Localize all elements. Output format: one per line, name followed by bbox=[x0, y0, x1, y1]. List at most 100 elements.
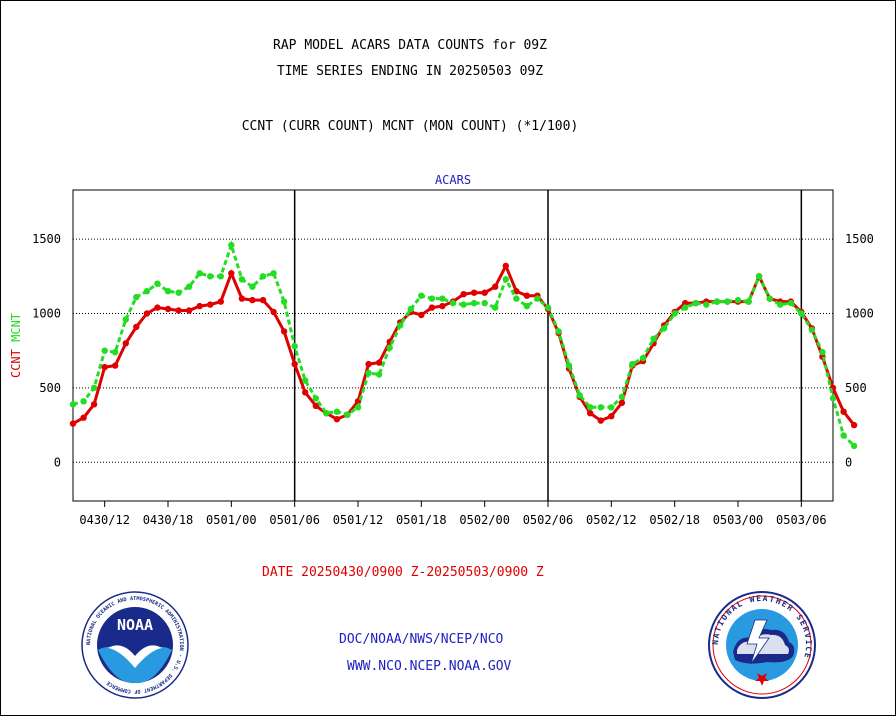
x-tick-label: 0501/12 bbox=[333, 513, 384, 527]
data-point-mcnt bbox=[259, 273, 267, 280]
x-tick-label: 0430/18 bbox=[143, 513, 194, 527]
y-tick-label-right: 1000 bbox=[845, 307, 874, 321]
x-tick-label: 0501/06 bbox=[269, 513, 320, 527]
data-point-mcnt bbox=[724, 298, 731, 305]
y-axis-label-mcnt: MCNT bbox=[9, 313, 23, 349]
data-point-mcnt bbox=[777, 301, 784, 308]
y-axis-label: CCNT MCNT bbox=[9, 313, 23, 378]
data-point-mcnt bbox=[671, 310, 678, 317]
data-point-ccnt bbox=[185, 307, 193, 314]
data-point-mcnt bbox=[713, 298, 721, 305]
data-point-mcnt bbox=[682, 304, 689, 311]
chart-title-line-1: RAP MODEL ACARS DATA COUNTS for 09Z bbox=[273, 38, 547, 53]
data-point-mcnt bbox=[755, 273, 763, 280]
data-point-ccnt bbox=[196, 302, 203, 310]
y-tick-label-left: 500 bbox=[39, 381, 61, 395]
plot-area-frame bbox=[72, 189, 834, 502]
data-point-mcnt bbox=[618, 393, 626, 400]
chart-title-line-2: TIME SERIES ENDING IN 20250503 09Z bbox=[276, 64, 544, 79]
data-point-ccnt bbox=[597, 417, 604, 424]
data-point-ccnt bbox=[69, 420, 77, 427]
data-point-ccnt bbox=[492, 283, 499, 290]
data-point-mcnt bbox=[660, 325, 668, 332]
x-tick-label: 0502/00 bbox=[459, 513, 510, 527]
data-point-ccnt bbox=[428, 304, 436, 311]
data-point-ccnt bbox=[270, 308, 277, 316]
data-point-mcnt bbox=[354, 404, 362, 411]
data-point-mcnt bbox=[523, 302, 531, 310]
data-point-mcnt bbox=[502, 276, 509, 283]
data-point-ccnt bbox=[228, 270, 235, 277]
data-point-mcnt bbox=[829, 395, 837, 402]
data-point-mcnt bbox=[175, 289, 182, 296]
data-point-mcnt bbox=[90, 384, 98, 392]
data-point-mcnt bbox=[734, 296, 742, 304]
data-point-mcnt bbox=[101, 347, 108, 354]
data-point-mcnt bbox=[819, 349, 826, 356]
data-point-mcnt bbox=[302, 377, 309, 384]
y-tick-label-right: 0 bbox=[845, 455, 852, 469]
data-point-mcnt bbox=[608, 404, 615, 411]
noaa-logo-text: NOAA bbox=[117, 616, 153, 634]
data-point-mcnt bbox=[629, 360, 636, 368]
data-point-mcnt bbox=[333, 408, 341, 415]
data-point-ccnt bbox=[101, 363, 108, 371]
website-label: WWW.NCO.NCEP.NOAA.GOV bbox=[347, 659, 512, 674]
chart-subtitle: CCNT (CURR COUNT) MCNT (MON COUNT) (*1/1… bbox=[241, 119, 579, 134]
y-tick-label-left: 1000 bbox=[32, 307, 61, 321]
data-point-ccnt bbox=[122, 340, 129, 347]
data-point-mcnt bbox=[122, 316, 129, 323]
data-point-mcnt bbox=[745, 298, 752, 305]
data-point-mcnt bbox=[460, 301, 467, 308]
x-tick-label: 0502/18 bbox=[649, 513, 700, 527]
data-point-mcnt bbox=[481, 299, 488, 307]
data-point-ccnt bbox=[587, 410, 594, 417]
data-point-mcnt bbox=[217, 273, 224, 280]
data-point-ccnt bbox=[80, 414, 87, 421]
data-point-ccnt bbox=[375, 359, 383, 366]
data-point-mcnt bbox=[365, 369, 372, 377]
x-tick-label: 0430/12 bbox=[79, 513, 130, 527]
x-tick-label: 0501/18 bbox=[396, 513, 447, 527]
data-point-ccnt bbox=[850, 421, 858, 429]
data-point-mcnt bbox=[185, 283, 193, 290]
data-point-ccnt bbox=[840, 408, 847, 415]
org-path-label: DOC/NOAA/NWS/NCEP/NCO bbox=[339, 632, 504, 647]
data-point-mcnt bbox=[565, 362, 573, 369]
data-point-ccnt bbox=[312, 402, 319, 409]
data-point-ccnt bbox=[133, 323, 140, 331]
data-point-mcnt bbox=[397, 322, 404, 329]
data-point-ccnt bbox=[90, 401, 98, 408]
data-point-ccnt bbox=[523, 292, 531, 299]
data-point-mcnt bbox=[470, 299, 478, 307]
data-point-mcnt bbox=[143, 288, 151, 295]
data-point-ccnt bbox=[143, 310, 151, 317]
data-point-mcnt bbox=[386, 344, 393, 351]
data-point-ccnt bbox=[175, 307, 182, 314]
x-tick-label: 0503/00 bbox=[713, 513, 764, 527]
data-point-ccnt bbox=[291, 360, 298, 368]
data-point-mcnt bbox=[112, 349, 119, 356]
series-line-ccnt bbox=[72, 262, 856, 427]
data-point-mcnt bbox=[280, 298, 288, 305]
data-point-ccnt bbox=[164, 305, 172, 313]
data-point-mcnt bbox=[207, 273, 214, 280]
data-point-ccnt bbox=[302, 389, 309, 396]
data-point-ccnt bbox=[470, 289, 478, 296]
data-point-mcnt bbox=[492, 304, 499, 311]
data-point-mcnt bbox=[228, 241, 235, 249]
data-point-ccnt bbox=[280, 328, 288, 335]
data-point-ccnt bbox=[333, 416, 341, 423]
data-point-mcnt bbox=[196, 270, 203, 277]
nws-logo: NATIONAL WEATHER SERVICE bbox=[708, 591, 816, 699]
data-point-mcnt bbox=[766, 295, 773, 302]
panel-title: ACARS bbox=[435, 173, 471, 187]
data-point-mcnt bbox=[576, 392, 583, 399]
data-point-mcnt bbox=[449, 299, 457, 307]
data-point-ccnt bbox=[259, 296, 267, 304]
y-tick-label-left: 1500 bbox=[32, 232, 61, 246]
x-tick-label: 0502/06 bbox=[523, 513, 574, 527]
data-point-mcnt bbox=[439, 295, 446, 302]
data-point-ccnt bbox=[207, 301, 214, 308]
